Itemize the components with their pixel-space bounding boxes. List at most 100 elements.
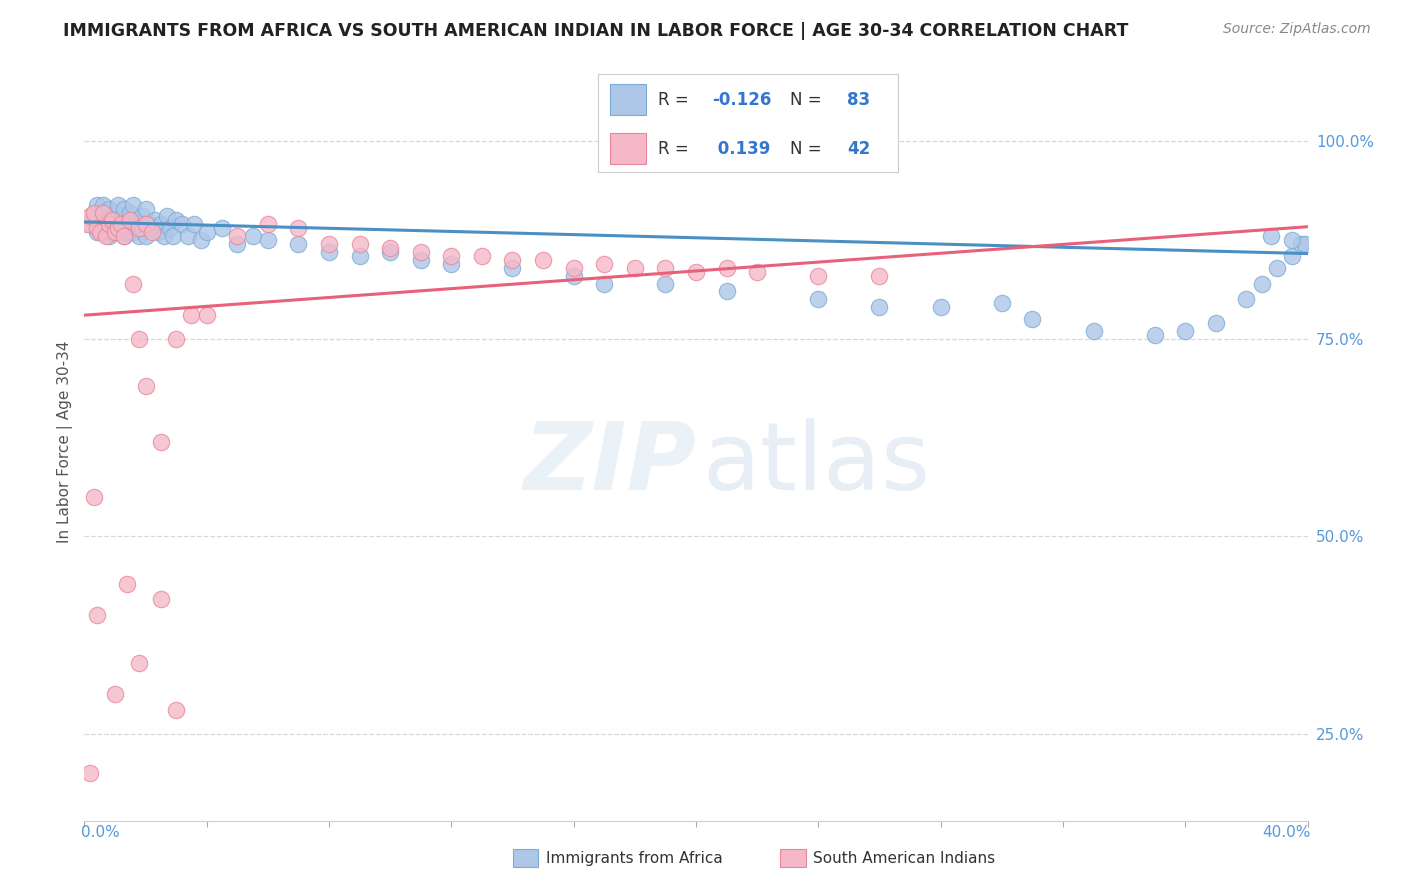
Point bbox=[287, 221, 309, 235]
Point bbox=[122, 225, 145, 239]
Point bbox=[91, 205, 114, 219]
Point bbox=[165, 332, 187, 346]
Point bbox=[107, 197, 129, 211]
Point bbox=[257, 218, 280, 232]
Point bbox=[120, 205, 142, 219]
Point bbox=[141, 221, 163, 235]
Point bbox=[135, 218, 157, 232]
Point bbox=[97, 202, 120, 216]
Point bbox=[104, 205, 127, 219]
Text: atlas: atlas bbox=[702, 418, 931, 510]
Point bbox=[177, 229, 200, 244]
Point bbox=[128, 332, 150, 346]
Point bbox=[94, 229, 117, 244]
Point bbox=[1236, 293, 1258, 307]
Point bbox=[104, 687, 127, 701]
Point bbox=[97, 218, 120, 232]
Point bbox=[112, 202, 135, 216]
Point bbox=[195, 308, 218, 322]
Text: IMMIGRANTS FROM AFRICA VS SOUTH AMERICAN INDIAN IN LABOR FORCE | AGE 30-34 CORRE: IMMIGRANTS FROM AFRICA VS SOUTH AMERICAN… bbox=[63, 22, 1129, 40]
Text: 0.0%: 0.0% bbox=[82, 824, 120, 839]
Point bbox=[146, 225, 169, 239]
Point bbox=[190, 233, 212, 247]
Point bbox=[107, 225, 129, 239]
Point bbox=[165, 213, 187, 227]
Point bbox=[349, 249, 371, 263]
Point bbox=[318, 244, 340, 259]
Point bbox=[716, 285, 738, 299]
Point bbox=[120, 213, 142, 227]
Point bbox=[593, 277, 616, 291]
Point bbox=[91, 225, 114, 239]
Point bbox=[172, 218, 194, 232]
Text: Immigrants from Africa: Immigrants from Africa bbox=[546, 851, 723, 865]
Point bbox=[1281, 249, 1303, 263]
Point bbox=[471, 249, 494, 263]
Point bbox=[1174, 324, 1197, 338]
Point bbox=[349, 237, 371, 252]
Point bbox=[807, 268, 830, 283]
Point bbox=[1083, 324, 1105, 338]
Point bbox=[122, 197, 145, 211]
Text: Source: ZipAtlas.com: Source: ZipAtlas.com bbox=[1223, 22, 1371, 37]
Point bbox=[83, 205, 105, 219]
Point bbox=[110, 218, 132, 232]
Point bbox=[135, 202, 157, 216]
Point bbox=[991, 296, 1014, 310]
Point bbox=[156, 210, 179, 224]
Point bbox=[162, 229, 184, 244]
Point bbox=[1265, 260, 1288, 275]
Point bbox=[143, 213, 166, 227]
Point bbox=[120, 213, 142, 227]
Point bbox=[195, 225, 218, 239]
Point bbox=[135, 379, 157, 393]
Point bbox=[91, 197, 114, 211]
Point bbox=[807, 293, 830, 307]
Point bbox=[869, 300, 891, 314]
Point bbox=[1021, 312, 1043, 326]
Point bbox=[107, 221, 129, 235]
Point bbox=[115, 218, 138, 232]
Text: 40.0%: 40.0% bbox=[1263, 824, 1310, 839]
Point bbox=[1260, 229, 1282, 244]
Point bbox=[1294, 237, 1316, 252]
Point bbox=[440, 257, 463, 271]
Point bbox=[165, 703, 187, 717]
Point bbox=[318, 237, 340, 252]
Point bbox=[115, 225, 138, 239]
Point bbox=[131, 221, 153, 235]
Point bbox=[122, 277, 145, 291]
Point bbox=[531, 252, 554, 267]
Point bbox=[138, 218, 160, 232]
Point bbox=[97, 229, 120, 244]
Point bbox=[380, 241, 402, 255]
Text: ZIP: ZIP bbox=[523, 418, 696, 510]
Point bbox=[716, 260, 738, 275]
Point bbox=[86, 197, 108, 211]
Point bbox=[257, 233, 280, 247]
Point bbox=[562, 260, 585, 275]
Point bbox=[89, 221, 111, 235]
Point bbox=[125, 221, 148, 235]
Point bbox=[149, 592, 172, 607]
Point bbox=[79, 766, 101, 780]
Point bbox=[869, 268, 891, 283]
Point bbox=[79, 218, 101, 232]
Point bbox=[409, 244, 432, 259]
Point bbox=[149, 434, 172, 449]
Point bbox=[226, 229, 249, 244]
Point bbox=[79, 210, 101, 224]
Point bbox=[110, 213, 132, 227]
Point bbox=[502, 252, 524, 267]
Point bbox=[131, 210, 153, 224]
Point bbox=[153, 229, 176, 244]
Point bbox=[83, 490, 105, 504]
Point bbox=[128, 229, 150, 244]
Point bbox=[502, 260, 524, 275]
Point bbox=[101, 218, 124, 232]
Point bbox=[211, 221, 233, 235]
Point bbox=[929, 300, 952, 314]
Point bbox=[624, 260, 647, 275]
Point bbox=[76, 218, 98, 232]
Point bbox=[159, 221, 181, 235]
